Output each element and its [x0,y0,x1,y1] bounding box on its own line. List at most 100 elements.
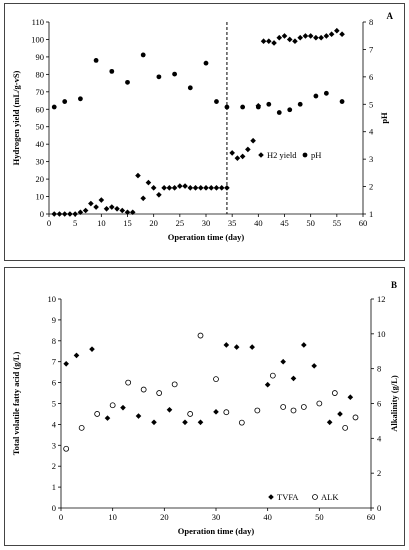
data-point-tvfa [223,342,230,348]
data-point-ph [156,74,162,80]
data-point-tvfa [104,415,111,421]
data-point-alk [331,390,338,396]
x-tick-label: 60 [359,218,368,228]
y-tick-label: 10 [48,294,57,304]
data-point-alk [290,407,297,414]
y-tick-label: 9 [52,315,56,325]
y2-tick-label: 8 [377,364,381,374]
data-point-alk [78,424,85,431]
data-point-ph [51,104,57,110]
data-point-h2-yield [124,209,131,216]
data-point-alk [238,419,245,426]
data-point-h2-yield [286,36,293,43]
data-point-h2-yield [192,185,199,191]
y2-tick-label: 2 [369,182,373,192]
data-point-tvfa [249,344,255,350]
data-point-h2-yield [82,207,89,214]
data-point-alk [63,445,70,452]
data-point-h2-yield [129,209,136,216]
data-point-h2-yield [266,38,272,44]
legend-label: ALK [321,492,339,502]
data-point-h2-yield [61,211,68,217]
data-point-h2-yield [281,33,288,39]
data-point-alk [280,404,287,410]
data-point-ph [62,99,68,104]
y2-tick-label: 3 [369,154,373,164]
y2-tick-label: 10 [377,329,386,339]
data-point-h2-yield [166,185,173,191]
data-point-alk [352,414,359,421]
x-tick-label: 45 [280,218,289,228]
x-tick-label: 30 [202,218,211,228]
y-tick-label: 5 [52,399,56,409]
x-tick-label: 20 [160,512,169,522]
data-point-h2-yield [260,38,267,44]
chart-a-svg: 0 5 10 15 20 25 30 35 40 45 50 55 600102030405060708… [11,11,394,242]
chart-panel-b: 0 10 20 30 40 50 60 0 1 2 3 4 5 6 7 8 9 10 0 2 4 6 8 10 12 Operat… [4,267,405,546]
data-point-alk [269,372,276,379]
y2-tick-label: 4 [369,127,374,137]
data-point-tvfa [197,419,204,426]
data-point-tvfa [280,358,286,365]
data-point-h2-yield [119,207,126,214]
data-point-h2-yield [187,185,194,191]
data-point-h2-yield [318,34,324,41]
x-axis-label: Operation time (day) [168,232,245,242]
data-point-tvfa [233,344,240,350]
legend-label: TVFA [277,492,299,502]
y-tick-label: 30 [36,157,45,167]
data-point-h2-yield [229,150,235,156]
data-point-ph [240,104,246,110]
y-tick-label: 80 [36,69,45,79]
y-axis-label: Total volatile fatty acid (g/L) [11,352,21,456]
y2-tick-label: 8 [369,17,373,27]
y2-tick-label: 1 [369,209,373,219]
data-point-h2-yield [77,209,84,216]
y2-axis-label: pH [379,112,389,124]
x-tick-label: 20 [149,218,158,228]
y-tick-label: 1 [52,482,56,492]
data-point-h2-yield [208,185,215,191]
data-point-ph [339,99,345,104]
data-point-tvfa [337,411,343,417]
chart-panel-a: 0 5 10 15 20 25 30 35 40 45 50 55 60 0 10 20 30 40 50 60 70 8… [4,3,405,261]
x-tick-label: 55 [333,218,342,228]
data-point-tvfa [213,409,219,415]
data-point-h2-yield [109,204,115,210]
data-point-h2-yield [250,137,256,144]
data-point-h2-yield [313,34,319,41]
data-point-h2-yield [140,195,146,202]
x-tick-label: 0 [59,512,63,522]
data-point-alk [342,424,349,431]
x-tick-label: 25 [176,218,185,228]
data-point-ph [140,52,146,58]
data-point-alk [187,411,194,417]
data-point-tvfa [63,360,69,367]
y-tick-label: 0 [40,209,44,219]
legend-label: H2 yield [267,150,297,160]
x-tick-label: 0 [47,218,51,228]
x-tick-label: 15 [123,218,132,228]
data-point-alk [171,381,178,388]
data-point-ph [313,93,319,99]
data-point-ph [214,99,219,104]
data-point-ph [109,68,115,74]
y2-axis-label: Alkalinity (g/L) [389,375,399,432]
y-tick-label: 60 [36,104,45,114]
data-point-tvfa [311,363,317,369]
data-point-tvfa [347,394,354,401]
x-tick-label: 50 [315,512,324,522]
data-point-alk [125,379,132,386]
data-point-ph [125,79,130,85]
data-point-alk [316,400,323,407]
data-point-ph [323,90,329,96]
y-tick-label: 40 [36,139,45,149]
data-point-h2-yield [51,211,58,217]
data-point-h2-yield [239,153,246,160]
y2-tick-label: 2 [377,468,381,478]
data-point-ph [276,110,282,115]
data-point-tvfa [182,419,188,426]
y2-tick-label: 12 [377,294,386,304]
data-point-tvfa [89,346,95,352]
y2-tick-label: 4 [377,433,382,443]
